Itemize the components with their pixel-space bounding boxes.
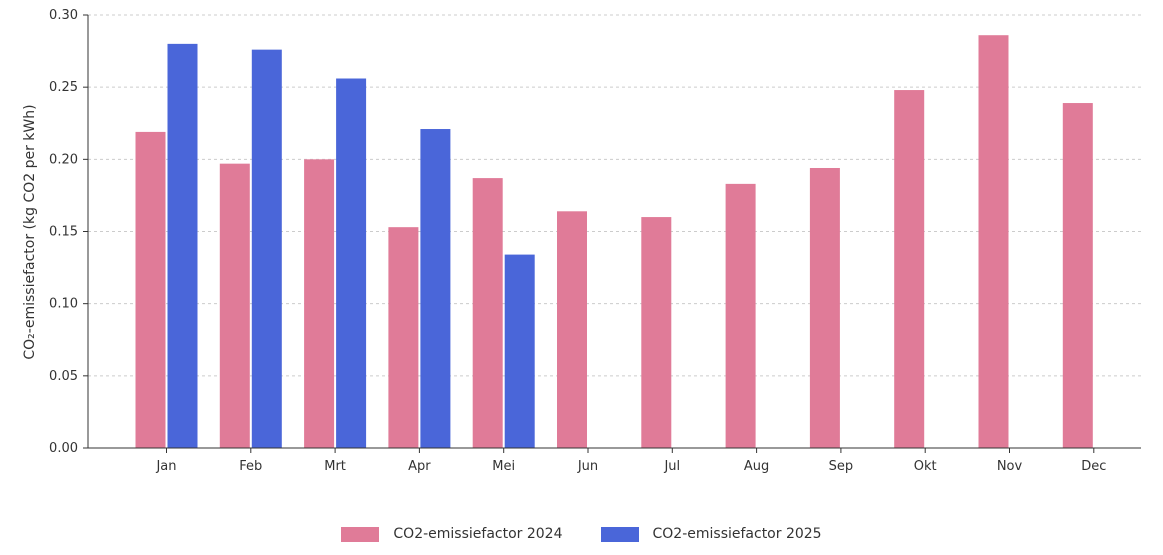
bar-2024-aug [725, 183, 756, 448]
x-tick-label-jul: Jul [663, 459, 680, 474]
bar-2024-okt [894, 90, 925, 448]
bar-2025-mrt [336, 78, 367, 449]
y-tick-labels: 0.00 0.05 0.10 0.15 0.20 0.25 0.30 [49, 8, 88, 456]
x-tick-label-nov: Nov [997, 459, 1023, 474]
legend: CO2-emissiefactor 2024 CO2-emissiefactor… [0, 526, 1163, 542]
y-tick-label: 0.00 [49, 441, 78, 456]
x-tick-label-jan: Jan [155, 459, 176, 474]
bar-2024-jan [135, 131, 166, 448]
y-tick-label: 0.15 [49, 225, 78, 240]
y-tick-label: 0.05 [49, 369, 78, 384]
x-tick-label-mrt: Mrt [324, 459, 346, 474]
bar-2024-jun [557, 211, 587, 448]
x-tick-label-dec: Dec [1081, 459, 1106, 474]
legend-item-2024: CO2-emissiefactor 2024 [341, 526, 563, 542]
bar-2024-apr [388, 227, 419, 448]
bar-2024-jul [641, 217, 672, 448]
bar-2024-mrt [304, 159, 335, 449]
bar-2025-mei [504, 254, 535, 448]
y-tick-label: 0.30 [49, 8, 78, 23]
bar-2024-nov [978, 35, 1009, 448]
y-tick-label: 0.20 [49, 152, 78, 167]
y-tick-label: 0.25 [49, 80, 78, 95]
legend-swatch-2024 [341, 526, 380, 542]
legend-label-2024: CO2-emissiefactor 2024 [393, 526, 563, 542]
y-tick-label: 0.10 [49, 297, 78, 312]
x-tick-label-jun: Jun [577, 459, 598, 474]
x-tick-labels: Jan Feb Mrt Apr Mei Jun Jul Aug Sep Okt Nov Dec [155, 448, 1106, 474]
bar-2024-mei [472, 178, 503, 448]
x-tick-label-sep: Sep [829, 459, 854, 474]
legend-item-2025: CO2-emissiefactor 2025 [600, 526, 822, 542]
bar-2024-feb [219, 163, 250, 448]
bar-2024-dec [1062, 103, 1093, 448]
y-axis-label: CO₂-emissiefactor (kg CO2 per kWh) [22, 104, 38, 359]
bar-2025-apr [420, 129, 451, 449]
x-tick-label-apr: Apr [408, 459, 431, 474]
bar-2024-sep [809, 167, 840, 448]
x-tick-label-aug: Aug [744, 459, 769, 474]
legend-swatch-2025 [600, 526, 639, 542]
x-tick-label-okt: Okt [914, 459, 937, 474]
x-tick-label-feb: Feb [239, 459, 262, 474]
bar-2025-jan [167, 43, 198, 448]
bars [135, 35, 1093, 449]
legend-label-2025: CO2-emissiefactor 2025 [652, 526, 822, 542]
x-tick-label-mei: Mei [492, 459, 515, 474]
bar-2025-feb [251, 49, 282, 448]
